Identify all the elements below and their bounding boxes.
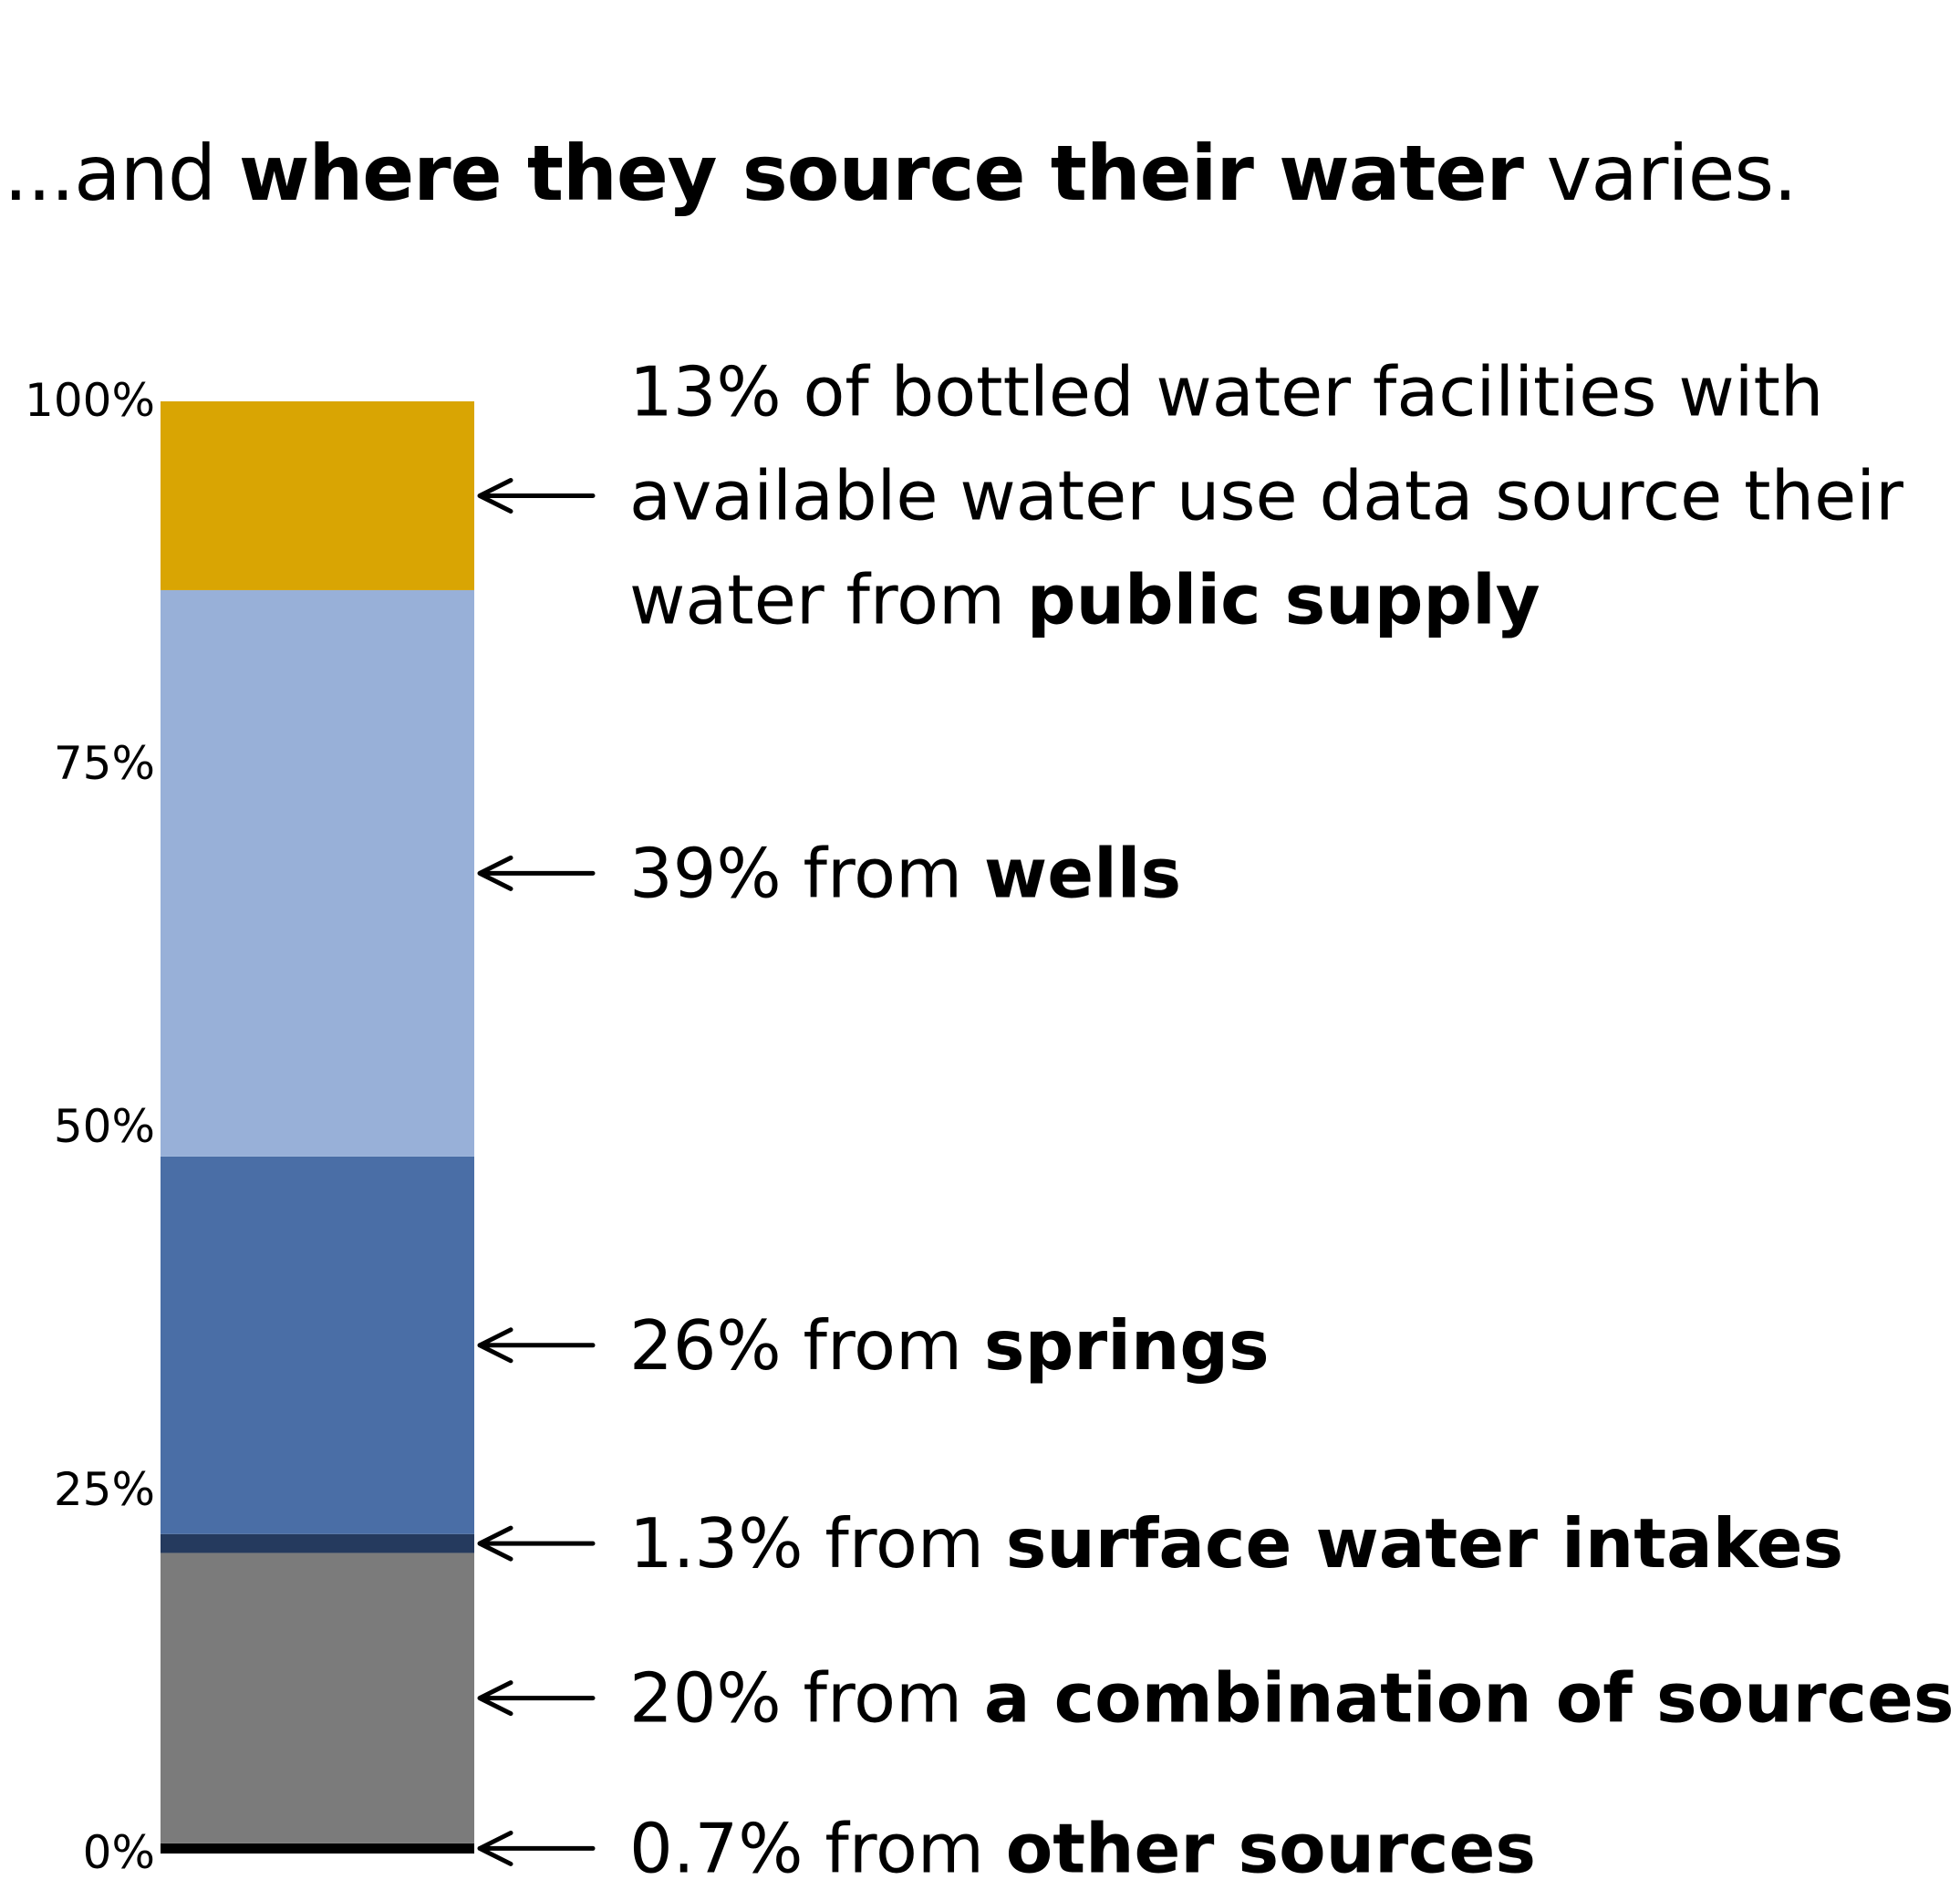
title-suffix: varies. [1522,129,1798,218]
y-tick-label: 50% [54,1100,155,1153]
arrow-surface-water-intakes [477,1525,596,1562]
arrow-springs [477,1327,596,1364]
arrow-a-combination-of-sources [477,1680,596,1717]
bar-segment-springs [161,1156,474,1534]
bar-segment-public-supply [161,401,474,590]
title-bold: where they source their water [238,129,1524,218]
annotation-public-supply: available water use data source their [629,455,1903,535]
annotation-public-supply: 13% of bottled water facilities with [629,351,1823,431]
annotation-springs: 26% from springs [629,1305,1270,1386]
chart-title: ...and where they source their water var… [4,135,1798,212]
annotation-public-supply: water from public supply [629,559,1540,639]
arrow-public-supply [477,477,596,514]
annotations: 0.7% from other sources 20% from a combin… [477,351,1955,1888]
y-tick-label: 25% [54,1463,155,1516]
arrow-other-sources [477,1830,596,1866]
y-tick-label: 75% [54,737,155,790]
annotation-wells: 39% from wells [629,833,1181,913]
bar-segment-a-combination-of-sources [161,1552,474,1843]
bar-segment-surface-water-intakes [161,1533,474,1553]
annotation-surface-water-intakes: 1.3% from surface water intakes [629,1503,1843,1584]
y-axis: 0% 25% 50% 75% 100% [25,374,155,1879]
y-tick-label: 100% [25,374,155,427]
bar-segment-other-sources [161,1843,474,1854]
annotation-other-sources: 0.7% from other sources [629,1808,1536,1888]
title-prefix: ...and [4,129,239,218]
annotation-a-combination-of-sources: 20% from a combination of sources [629,1658,1955,1739]
bar-segment-wells [161,589,474,1157]
bar-segments [161,401,474,1854]
arrow-wells [477,855,596,891]
y-tick-label: 0% [83,1826,155,1879]
